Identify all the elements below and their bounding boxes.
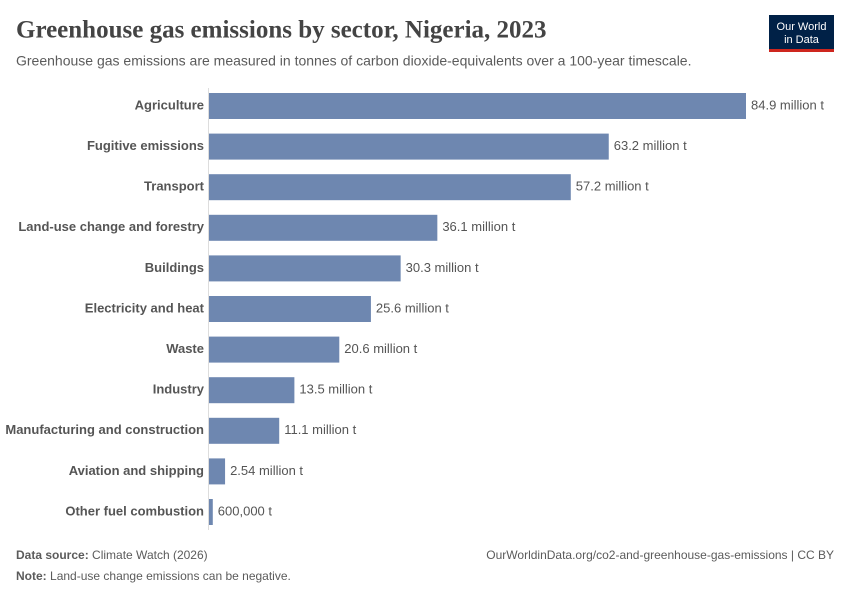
category-label: Buildings: [145, 260, 204, 275]
url: OurWorldinData.org/co2-and-greenhouse-ga…: [486, 548, 834, 562]
category-label: Manufacturing and construction: [5, 422, 204, 437]
logo-strip: [769, 49, 834, 52]
category-label: Aviation and shipping: [69, 463, 204, 478]
value-label: 36.1 million t: [442, 219, 515, 234]
chart-subtitle: Greenhouse gas emissions are measured in…: [16, 53, 692, 69]
value-label: 25.6 million t: [376, 300, 449, 315]
category-label: Fugitive emissions: [87, 138, 204, 153]
chart-title: Greenhouse gas emissions by sector, Nige…: [16, 17, 547, 44]
category-label: Transport: [144, 179, 205, 194]
category-label: Waste: [166, 341, 204, 356]
logo-text: Our World: [777, 21, 827, 33]
bar: [209, 377, 295, 404]
note-label: Note:: [16, 569, 47, 583]
value-label: 30.3 million t: [406, 260, 479, 275]
value-label: 57.2 million t: [576, 179, 649, 194]
logo-text: in Data: [784, 34, 820, 46]
value-label: 600,000 t: [218, 503, 273, 518]
source-label: Data source:: [16, 548, 89, 562]
value-label: 63.2 million t: [614, 138, 687, 153]
bar: [209, 296, 371, 322]
value-label: 84.9 million t: [751, 97, 824, 112]
logo: Our World in Data: [769, 15, 834, 52]
bar: [209, 255, 401, 282]
category-label: Other fuel combustion: [65, 503, 204, 518]
bar: [209, 336, 340, 363]
category-label: Land-use change and forestry: [18, 219, 204, 234]
bar: [209, 133, 609, 160]
bar: [209, 93, 746, 119]
note: Note: Land-use change emissions can be n…: [16, 569, 291, 583]
value-label: 2.54 million t: [230, 463, 303, 478]
note-text: Land-use change emissions can be negativ…: [50, 569, 291, 583]
bar: [209, 174, 571, 201]
source: Data source: Climate Watch (2026): [16, 548, 208, 562]
bar: [209, 458, 226, 485]
bar: [209, 417, 280, 444]
category-label: Agriculture: [135, 97, 204, 112]
value-label: 11.1 million t: [284, 422, 356, 437]
bar: [209, 499, 213, 525]
category-label: Electricity and heat: [85, 300, 205, 315]
category-label: Industry: [153, 382, 205, 397]
bar: [209, 214, 438, 241]
value-label: 13.5 million t: [299, 382, 372, 397]
value-label: 20.6 million t: [344, 341, 417, 356]
logo-box: [769, 15, 834, 49]
source-text: Climate Watch (2026): [92, 548, 208, 562]
